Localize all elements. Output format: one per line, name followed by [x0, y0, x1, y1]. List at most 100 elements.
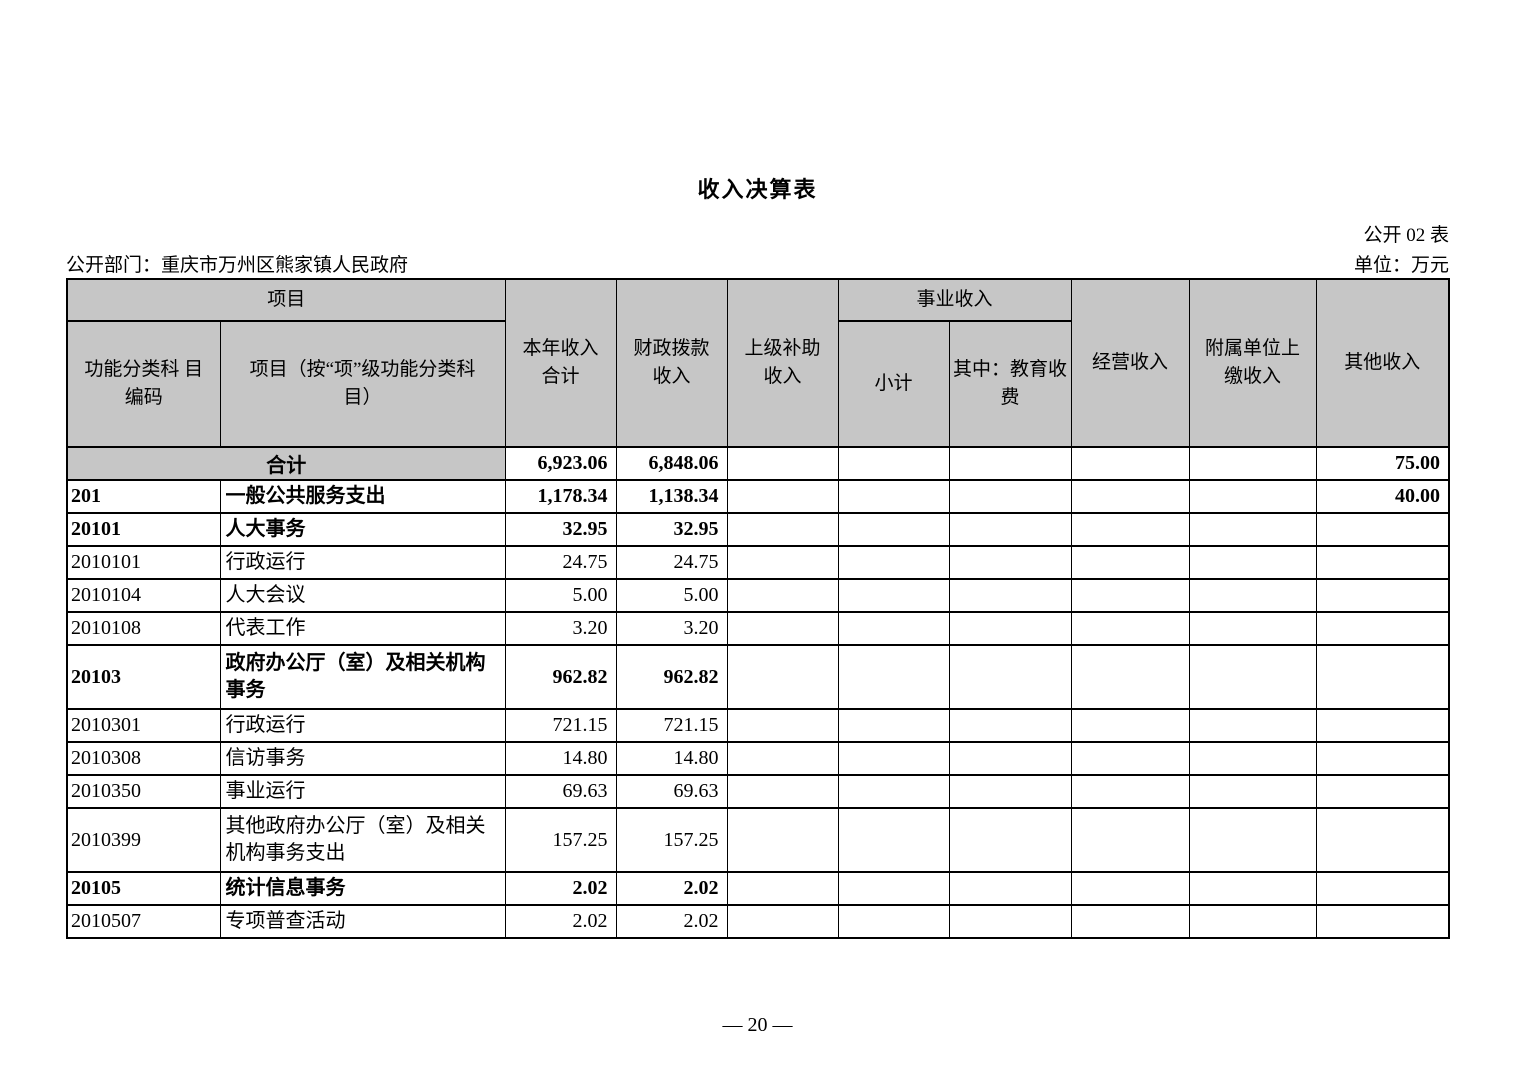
cell-operating — [1070, 708, 1190, 743]
cell-education — [948, 512, 1072, 547]
row-name: 人大会议 — [219, 578, 506, 613]
cell-fiscal: 6,848.06 — [615, 446, 728, 481]
row-code: 2010108 — [66, 611, 221, 646]
cell-operating — [1070, 871, 1190, 906]
row-name: 事业运行 — [219, 774, 506, 809]
cell-superior — [726, 807, 839, 873]
table-row: 201 一般公共服务支出 1,178.34 1,138.34 40.00 — [66, 479, 1450, 514]
row-code: 2010507 — [66, 904, 221, 939]
cell-superior — [726, 578, 839, 613]
cell-other — [1315, 611, 1450, 646]
cell-other: 40.00 — [1315, 479, 1450, 514]
cell-affiliated — [1188, 611, 1317, 646]
header-total: 本年收入 合计 — [504, 278, 617, 448]
department-label: 公开部门：重庆市万州区熊家镇人民政府 — [66, 255, 409, 276]
cell-other — [1315, 774, 1450, 809]
cell-superior — [726, 904, 839, 939]
cell-other — [1315, 741, 1450, 776]
row-name: 专项普查活动 — [219, 904, 506, 939]
cell-subtotal — [837, 512, 950, 547]
cell-subtotal — [837, 611, 950, 646]
cell-operating — [1070, 479, 1190, 514]
cell-operating — [1070, 741, 1190, 776]
cell-education — [948, 446, 1072, 481]
cell-other: 75.00 — [1315, 446, 1450, 481]
cell-total: 69.63 — [504, 774, 617, 809]
row-code: 201 — [66, 479, 221, 514]
cell-other — [1315, 904, 1450, 939]
row-name: 政府办公厅（室）及相关机构事务 — [219, 644, 506, 710]
cell-education — [948, 644, 1072, 710]
cell-affiliated — [1188, 545, 1317, 580]
cell-education — [948, 479, 1072, 514]
row-name: 一般公共服务支出 — [219, 479, 506, 514]
cell-fiscal: 24.75 — [615, 545, 728, 580]
cell-affiliated — [1188, 904, 1317, 939]
cell-superior — [726, 446, 839, 481]
cell-superior — [726, 611, 839, 646]
cell-fiscal: 69.63 — [615, 774, 728, 809]
cell-total: 1,178.34 — [504, 479, 617, 514]
row-name: 代表工作 — [219, 611, 506, 646]
header-affiliated: 附属单位上 缴收入 — [1188, 278, 1317, 448]
cell-affiliated — [1188, 578, 1317, 613]
cell-total: 2.02 — [504, 871, 617, 906]
cell-education — [948, 611, 1072, 646]
row-name: 行政运行 — [219, 545, 506, 580]
cell-affiliated — [1188, 807, 1317, 873]
cell-total: 157.25 — [504, 807, 617, 873]
header-project-group: 项目 — [66, 278, 506, 322]
header-education: 其中：教育收 费 — [948, 320, 1072, 448]
cell-subtotal — [837, 741, 950, 776]
table-row: 2010301 行政运行 721.15 721.15 — [66, 708, 1450, 743]
row-name: 其他政府办公厅（室）及相关机构事务支出 — [219, 807, 506, 873]
cell-education — [948, 545, 1072, 580]
row-code: 20101 — [66, 512, 221, 547]
cell-other — [1315, 512, 1450, 547]
cell-education — [948, 904, 1072, 939]
unit-label: 单位：万元 — [1353, 255, 1449, 276]
cell-fiscal: 1,138.34 — [615, 479, 728, 514]
cell-affiliated — [1188, 871, 1317, 906]
cell-total: 2.02 — [504, 904, 617, 939]
table-row: 2010308 信访事务 14.80 14.80 — [66, 741, 1450, 776]
cell-fiscal: 2.02 — [615, 871, 728, 906]
cell-superior — [726, 479, 839, 514]
cell-subtotal — [837, 871, 950, 906]
cell-fiscal: 5.00 — [615, 578, 728, 613]
row-name: 人大事务 — [219, 512, 506, 547]
cell-affiliated — [1188, 512, 1317, 547]
header-code: 功能分类科 目 编码 — [66, 320, 221, 448]
page-title: 收入决算表 — [697, 177, 818, 202]
table-row-grand-total: 合计 6,923.06 6,848.06 75.00 — [66, 446, 1450, 481]
cell-other — [1315, 545, 1450, 580]
header-fiscal: 财政拨款 收入 — [615, 278, 728, 448]
row-name: 合计 — [66, 446, 506, 481]
table-row: 2010350 事业运行 69.63 69.63 — [66, 774, 1450, 809]
cell-operating — [1070, 446, 1190, 481]
row-name: 行政运行 — [219, 708, 506, 743]
cell-operating — [1070, 545, 1190, 580]
cell-total: 5.00 — [504, 578, 617, 613]
cell-superior — [726, 512, 839, 547]
cell-subtotal — [837, 708, 950, 743]
cell-fiscal: 721.15 — [615, 708, 728, 743]
header-other: 其他收入 — [1315, 278, 1450, 448]
cell-subtotal — [837, 578, 950, 613]
table-row: 2010104 人大会议 5.00 5.00 — [66, 578, 1450, 613]
row-code: 2010301 — [66, 708, 221, 743]
cell-total: 14.80 — [504, 741, 617, 776]
cell-other — [1315, 807, 1450, 873]
cell-other — [1315, 644, 1450, 710]
cell-operating — [1070, 774, 1190, 809]
cell-subtotal — [837, 807, 950, 873]
table-row: 20105 统计信息事务 2.02 2.02 — [66, 871, 1450, 906]
cell-education — [948, 578, 1072, 613]
cell-total: 962.82 — [504, 644, 617, 710]
cell-subtotal — [837, 644, 950, 710]
cell-superior — [726, 774, 839, 809]
row-name: 信访事务 — [219, 741, 506, 776]
row-code: 2010350 — [66, 774, 221, 809]
cell-total: 24.75 — [504, 545, 617, 580]
